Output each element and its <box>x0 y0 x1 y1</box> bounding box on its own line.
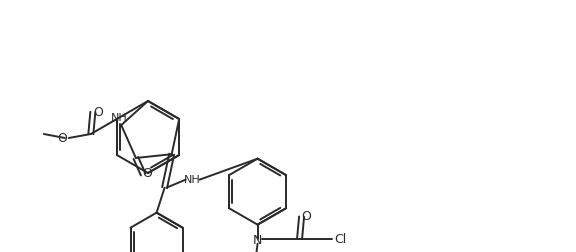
Text: O: O <box>57 132 67 145</box>
Text: N: N <box>253 233 262 246</box>
Text: Cl: Cl <box>335 232 347 245</box>
Text: NH: NH <box>184 174 201 184</box>
Text: O: O <box>142 166 152 179</box>
Text: NH: NH <box>111 113 128 123</box>
Text: O: O <box>302 209 312 222</box>
Text: O: O <box>93 105 103 118</box>
